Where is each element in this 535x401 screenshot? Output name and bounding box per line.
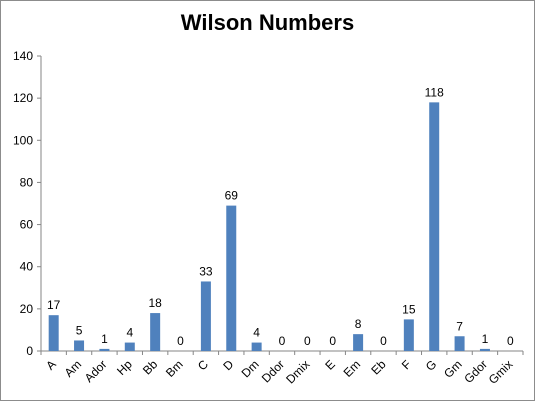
data-label-Ddor: 0 <box>279 334 286 348</box>
x-tick-label-C: C <box>195 357 211 373</box>
bar-Gdor <box>479 348 490 351</box>
x-tick-label-F: F <box>399 357 414 372</box>
x-tick-label-Gmix: Gmix <box>486 357 516 387</box>
y-tick-label: 0 <box>26 344 33 358</box>
y-tick-label: 100 <box>13 133 33 147</box>
data-label-Dm: 4 <box>253 326 260 340</box>
x-tick-label-Em: Em <box>341 357 364 380</box>
data-label-D: 69 <box>225 189 239 203</box>
data-label-Gm: 7 <box>456 319 463 333</box>
bar-D <box>226 205 237 351</box>
data-label-Gmix: 0 <box>507 334 514 348</box>
bar-Ador <box>99 348 110 351</box>
bar-G <box>429 102 440 351</box>
bar-A <box>48 315 59 351</box>
chart-title: Wilson Numbers <box>180 10 355 35</box>
x-tick-label-Gdor: Gdor <box>461 357 490 386</box>
y-tick-label: 40 <box>20 260 34 274</box>
data-label-G: 118 <box>425 85 444 99</box>
x-tick-label-G: G <box>423 357 440 374</box>
x-tick-label-Bm: Bm <box>163 357 186 380</box>
bar-Bb <box>150 313 161 351</box>
data-label-Am: 5 <box>76 323 83 337</box>
data-label-Dmix: 0 <box>304 334 311 348</box>
data-label-F: 15 <box>402 302 416 316</box>
y-tick-label: 120 <box>13 91 33 105</box>
x-tick-label-A: A <box>43 357 59 373</box>
data-label-Bb: 18 <box>148 296 162 310</box>
data-label-Hp: 4 <box>126 326 133 340</box>
bar-Am <box>74 340 85 351</box>
x-tick-label-Hp: Hp <box>114 357 135 378</box>
x-tick-label-Eb: Eb <box>368 357 389 378</box>
x-tick-label-Ddor: Ddor <box>259 357 287 385</box>
bar-Em <box>353 334 364 351</box>
x-tick-label-Bb: Bb <box>140 357 161 378</box>
data-label-Ador: 1 <box>101 332 108 346</box>
x-tick-label-Dmix: Dmix <box>283 357 312 386</box>
data-label-Gdor: 1 <box>482 332 489 346</box>
data-label-C: 33 <box>199 264 213 278</box>
data-label-A: 17 <box>47 298 61 312</box>
x-tick-label-Am: Am <box>62 357 85 380</box>
data-label-Eb: 0 <box>380 334 387 348</box>
x-tick-label-Ador: Ador <box>82 357 110 385</box>
x-tick-label-E: E <box>322 357 338 373</box>
data-label-Bm: 0 <box>177 334 184 348</box>
bar-C <box>200 281 211 351</box>
bar-Hp <box>124 342 135 351</box>
x-tick-label-Dm: Dm <box>239 357 262 380</box>
y-tick-label: 60 <box>20 218 34 232</box>
bar-F <box>403 319 414 351</box>
y-tick-label: 20 <box>20 302 34 316</box>
bar-Dm <box>251 342 262 351</box>
x-tick-label-D: D <box>220 357 236 373</box>
y-tick-label: 140 <box>13 49 33 63</box>
bar-Gm <box>454 336 465 351</box>
data-label-Em: 8 <box>355 317 362 331</box>
data-label-E: 0 <box>329 334 336 348</box>
y-tick-label: 80 <box>20 175 34 189</box>
